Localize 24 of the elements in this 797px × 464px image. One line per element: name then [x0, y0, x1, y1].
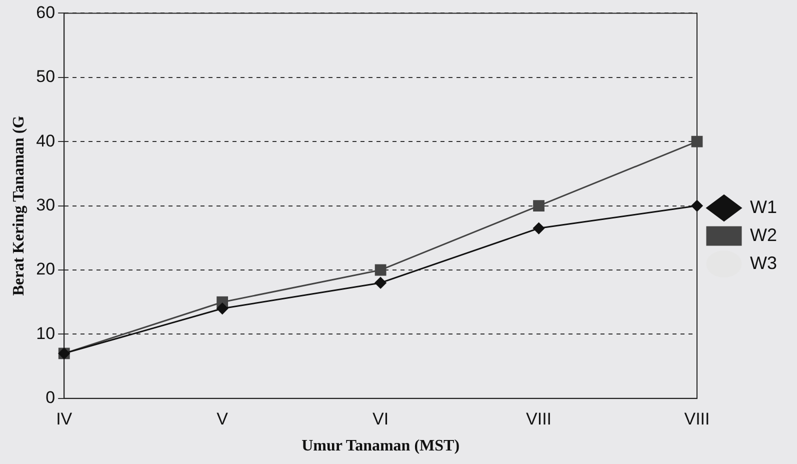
y-tick-label: 30 [36, 195, 56, 214]
legend-label: W3 [750, 252, 777, 273]
legend-label: W2 [750, 224, 777, 245]
y-tick-label: 10 [36, 324, 56, 343]
point [374, 277, 386, 289]
y-tick-label: 60 [36, 2, 56, 22]
x-tick-label: V [216, 409, 229, 428]
point [691, 136, 703, 148]
y-tick-label: 50 [36, 67, 56, 86]
point [216, 302, 228, 314]
point [533, 222, 545, 234]
point [691, 200, 703, 212]
x-tick-label: VIII [526, 409, 552, 428]
x-axis-title: Umur Tanaman (MST) [302, 438, 460, 455]
y-tick-label: 0 [46, 388, 56, 408]
y-tick-label: 20 [36, 260, 56, 279]
legend-label: W1 [750, 196, 777, 217]
point [374, 264, 386, 276]
y-axis-title: Berat Kering Tanaman (G [10, 115, 28, 296]
y-tick-label: 40 [36, 131, 56, 150]
x-tick-label: IV [56, 409, 73, 428]
point [533, 200, 544, 212]
x-tick-label: VI [372, 409, 389, 428]
x-tick-label: VIII [684, 409, 710, 428]
